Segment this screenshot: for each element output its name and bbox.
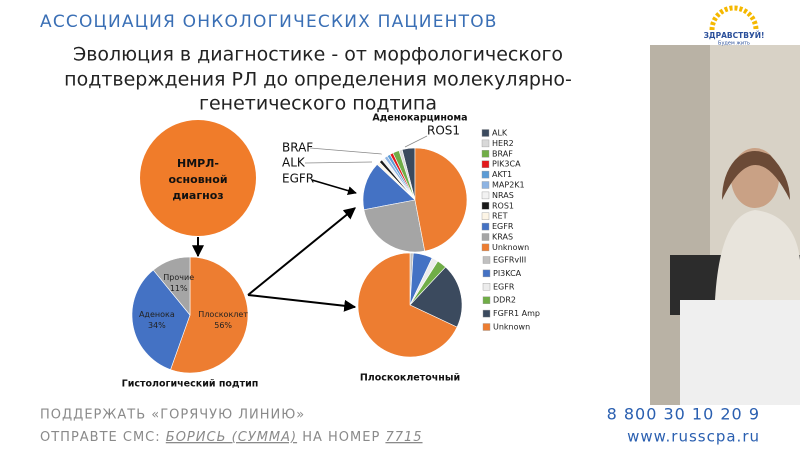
diagnosis-line: основной <box>168 173 227 186</box>
legend-label: HER2 <box>492 139 514 148</box>
sms-text: НА НОМЕР <box>297 430 385 445</box>
diagnosis-text: НМРЛ- основной диагноз <box>168 157 227 202</box>
slice-value: 34% <box>148 321 166 330</box>
legend-swatch <box>482 296 491 304</box>
annotation: EGFR <box>282 172 314 186</box>
slice-value: 11% <box>170 284 188 293</box>
diagnosis-circle <box>140 120 256 236</box>
pie-slice <box>357 252 458 358</box>
legend-swatch <box>481 139 490 148</box>
annotation: BRAF <box>282 141 313 155</box>
legend-label: EGFR <box>493 282 515 291</box>
pie-slice <box>409 266 463 328</box>
legend-label: AKT1 <box>492 170 512 179</box>
slice-label: Прочие <box>163 273 194 282</box>
legend-label: KRAS <box>492 233 513 242</box>
phone: 8 800 30 10 20 9 <box>607 405 760 424</box>
logo-subtext: Будем жить <box>718 41 750 47</box>
legend-swatch <box>481 233 490 241</box>
speaker-video <box>650 45 800 405</box>
legend-label: EGFR <box>492 222 514 231</box>
legend-label: FGFR1 Amp <box>493 309 540 318</box>
annotation: ROS1 <box>427 124 460 138</box>
legend-label: PIK3CA <box>492 160 521 169</box>
chart-title: Аденокарцинома <box>372 113 467 124</box>
annotations: BRAF ALK EGFR ROS1 <box>282 124 460 186</box>
slide-title-line: генетического подтипа <box>199 93 437 115</box>
legend-swatch <box>481 243 490 252</box>
chart-title: Гистологический подтип <box>122 379 259 390</box>
footer-sms: ОТПРАВТЕ СМС: БОРИСЬ (СУММА) НА НОМЕР 77… <box>40 430 423 445</box>
legend-swatch <box>481 212 490 220</box>
legend-swatch <box>481 222 490 231</box>
legend-label: DDR2 <box>493 296 516 305</box>
site: www.russcpa.ru <box>627 428 760 446</box>
legend-label: EGFRvIII <box>493 256 526 265</box>
chart-title: Плоскоклеточный <box>360 373 460 384</box>
legend-swatch <box>481 150 490 158</box>
annotation-lines <box>304 135 428 164</box>
legend-swatch <box>481 181 490 189</box>
legend-label: NRAS <box>492 191 514 200</box>
slide-title: Эволюция в диагностике - от морфологичес… <box>64 44 572 115</box>
legend-label: ALK <box>492 129 508 138</box>
legend-swatch <box>482 283 491 291</box>
arrow <box>247 294 357 312</box>
footer-line: ПОДДЕРЖАТЬ «ГОРЯЧУЮ ЛИНИЮ» <box>40 408 305 423</box>
sms-number: 7715 <box>385 430 422 445</box>
legend-swatch <box>482 323 491 331</box>
arrow <box>311 179 357 196</box>
legend-label: MAP2K1 <box>492 181 525 190</box>
logo: ЗДРАВСТВУЙ! Будем жить <box>704 5 765 47</box>
diagnosis-line: НМРЛ- <box>177 157 219 170</box>
pie-slice <box>170 256 249 374</box>
slice-label: Аденока <box>139 310 175 319</box>
slide-title-line: подтверждения РЛ до определения молекуля… <box>64 69 572 91</box>
legend-swatch <box>481 160 490 168</box>
legend-swatch <box>481 170 490 179</box>
slice-value: 56% <box>214 321 232 330</box>
slide-title-line: Эволюция в диагностике - от морфологичес… <box>73 44 563 66</box>
annotation: ALK <box>282 156 306 170</box>
pie-slice <box>362 163 416 211</box>
sms-code: БОРИСЬ (СУММА) <box>166 430 297 445</box>
pie-slice <box>131 269 191 371</box>
arrows <box>192 179 357 312</box>
pie-slice <box>152 256 191 316</box>
legend-swatch <box>482 309 491 318</box>
pie-slice <box>414 147 468 252</box>
legend-label: ROS1 <box>492 201 514 210</box>
sms-text: ОТПРАВТЕ СМС: <box>40 430 166 445</box>
header-title: АССОЦИАЦИЯ ОНКОЛОГИЧЕСКИХ ПАЦИЕНТОВ <box>40 12 498 32</box>
arrow <box>247 207 356 296</box>
legend-label: Unknown <box>493 323 530 332</box>
legend-swatch <box>481 129 490 137</box>
legend-label: BRAF <box>492 149 513 158</box>
legend-swatch <box>481 202 490 210</box>
legend-label: RET <box>492 212 508 221</box>
legend-label: PI3KCA <box>493 269 522 278</box>
legend-swatch <box>481 191 490 200</box>
diagnosis-line: диагноз <box>172 189 223 202</box>
legend-swatch <box>482 269 491 278</box>
legend-swatch <box>482 256 491 264</box>
slice-label: Плоскоклет <box>198 310 248 319</box>
logo-text: ЗДРАВСТВУЙ! <box>704 31 765 40</box>
legend-label: Unknown <box>492 243 529 252</box>
pie-slice <box>363 199 426 253</box>
